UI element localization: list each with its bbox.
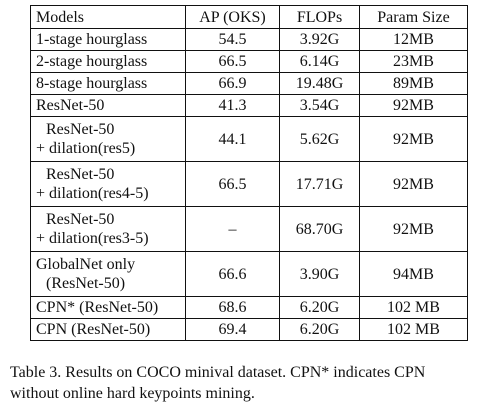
model-name: 8-stage hourglass [36, 75, 148, 92]
flops-cell: 3.90G [279, 251, 360, 297]
model-name: 1-stage hourglass [36, 31, 148, 48]
flops-cell: 6.14G [279, 50, 360, 73]
model-cell: CPN* (ResNet-50) [30, 296, 186, 319]
header-models: Models [30, 5, 186, 29]
ap-cell: – [185, 206, 280, 252]
model-cell: 8-stage hourglass [30, 72, 186, 95]
model-name: ResNet-50 [46, 211, 115, 228]
flops-cell: 19.48G [279, 72, 360, 95]
ap-cell: 66.9 [185, 72, 280, 95]
param-cell: 92MB [359, 206, 468, 252]
model-name: ResNet-50 [46, 166, 115, 183]
flops-cell: 3.92G [279, 28, 360, 51]
param-cell: 102 MB [359, 318, 468, 341]
header-ap: AP (OKS) [185, 5, 280, 29]
header-param-size: Param Size [359, 5, 468, 29]
ap-cell: 69.4 [185, 318, 280, 341]
flops-cell: 5.62G [279, 116, 360, 162]
model-backbone: (ResNet-50) [46, 275, 126, 292]
param-cell: 92MB [359, 116, 468, 162]
table-row: 2-stage hourglass 66.5 6.14G 23MB [30, 50, 468, 73]
table-row: GlobalNet only (ResNet-50) 66.6 3.90G 94… [30, 251, 468, 297]
flops-cell: 17.71G [279, 161, 360, 207]
results-table-container: Models AP (OKS) FLOPs Param Size 1-stage… [30, 5, 468, 341]
model-cell: CPN (ResNet-50) [30, 318, 186, 341]
ap-cell: 41.3 [185, 94, 280, 117]
caption-line: without online hard keypoints mining. [10, 385, 255, 402]
param-cell: 92MB [359, 161, 468, 207]
ap-cell: 68.6 [185, 296, 280, 319]
flops-cell: 68.70G [279, 206, 360, 252]
flops-cell: 6.20G [279, 296, 360, 319]
model-name: GlobalNet only [36, 256, 136, 273]
flops-cell: 6.20G [279, 318, 360, 341]
table-row: CPN* (ResNet-50) 68.6 6.20G 102 MB [30, 296, 468, 319]
model-cell: ResNet-50 [30, 94, 186, 117]
model-modifier: + dilation(res4-5) [36, 185, 149, 202]
caption-line: Table 3. Results on COCO minival dataset… [10, 364, 426, 381]
model-name: ResNet-50 [36, 97, 105, 114]
param-cell: 92MB [359, 94, 468, 117]
table-row: ResNet-50 41.3 3.54G 92MB [30, 94, 468, 117]
param-cell: 102 MB [359, 296, 468, 319]
header-flops: FLOPs [279, 5, 360, 29]
model-name: ResNet-50 [46, 121, 115, 138]
ap-cell: 54.5 [185, 28, 280, 51]
model-modifier: + dilation(res5) [36, 140, 136, 157]
model-cell: 1-stage hourglass [30, 28, 186, 51]
param-cell: 94MB [359, 251, 468, 297]
ap-cell: 66.5 [185, 50, 280, 73]
model-cell: ResNet-50 + dilation(res3-5) [30, 206, 186, 252]
model-name: CPN* (ResNet-50) [36, 299, 159, 316]
table-row: ResNet-50 + dilation(res4-5) 66.5 17.71G… [30, 161, 468, 207]
model-modifier: + dilation(res3-5) [36, 230, 149, 247]
table-row: 1-stage hourglass 54.5 3.92G 12MB [30, 28, 468, 51]
model-cell: ResNet-50 + dilation(res4-5) [30, 161, 186, 207]
table-caption: Table 3. Results on COCO minival dataset… [10, 362, 485, 404]
model-cell: ResNet-50 + dilation(res5) [30, 116, 186, 162]
model-name: 2-stage hourglass [36, 53, 148, 70]
results-table: Models AP (OKS) FLOPs Param Size 1-stage… [30, 5, 468, 341]
param-cell: 23MB [359, 50, 468, 73]
flops-cell: 3.54G [279, 94, 360, 117]
param-cell: 89MB [359, 72, 468, 95]
table-row: 8-stage hourglass 66.9 19.48G 89MB [30, 72, 468, 95]
table-row: CPN (ResNet-50) 69.4 6.20G 102 MB [30, 318, 468, 341]
table-row: ResNet-50 + dilation(res5) 44.1 5.62G 92… [30, 116, 468, 162]
param-cell: 12MB [359, 28, 468, 51]
model-cell: GlobalNet only (ResNet-50) [30, 251, 186, 297]
ap-cell: 66.6 [185, 251, 280, 297]
model-cell: 2-stage hourglass [30, 50, 186, 73]
model-name: CPN (ResNet-50) [36, 321, 151, 338]
table-row: ResNet-50 + dilation(res3-5) – 68.70G 92… [30, 206, 468, 252]
ap-cell: 66.5 [185, 161, 280, 207]
table-header-row: Models AP (OKS) FLOPs Param Size [30, 5, 468, 29]
ap-cell: 44.1 [185, 116, 280, 162]
